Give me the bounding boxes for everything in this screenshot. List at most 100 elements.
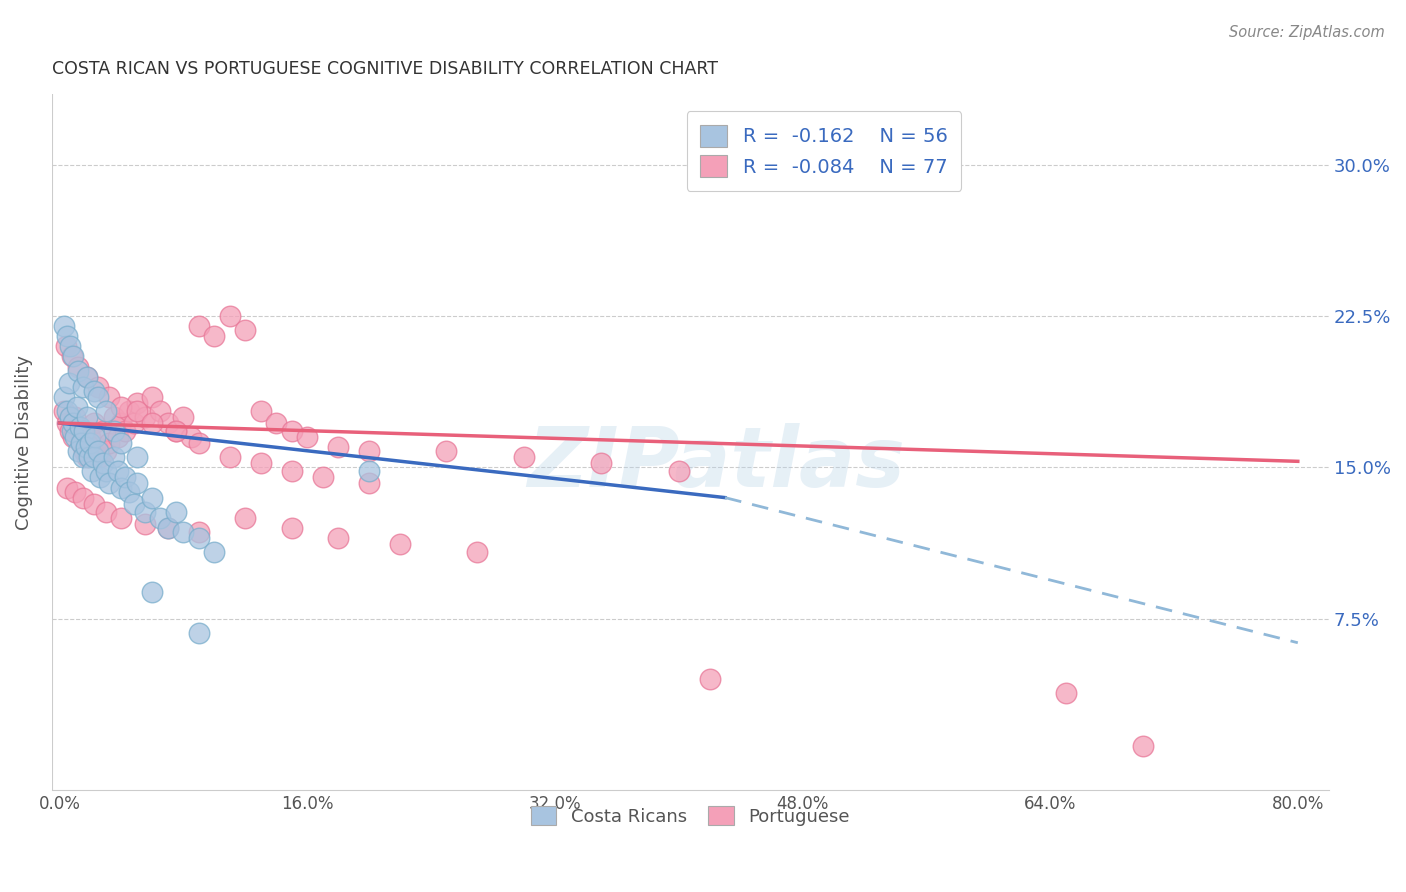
Point (118, 404, 141, 418)
Point (69, 420, 91, 434)
Point (76, 369, 98, 384)
Point (103, 409, 125, 424)
Point (202, 545, 225, 559)
Point (53, 390, 76, 404)
Point (56, 416, 79, 430)
Point (172, 524, 194, 539)
Point (134, 505, 156, 519)
Text: ZIPatlas: ZIPatlas (527, 423, 904, 504)
Legend: Costa Ricans, Portuguese: Costa Ricans, Portuguese (523, 799, 856, 833)
Point (83, 497, 105, 511)
Point (591, 456, 613, 470)
Point (280, 464, 302, 478)
Point (295, 430, 318, 444)
Point (56, 481, 79, 495)
Point (58, 376, 80, 390)
Point (125, 404, 148, 418)
Point (98, 476, 121, 491)
Point (76, 409, 98, 424)
Point (125, 476, 148, 491)
Point (249, 404, 271, 418)
Point (59, 339, 82, 353)
Point (218, 450, 240, 465)
Point (125, 450, 148, 465)
Point (60, 350, 83, 364)
Point (311, 470, 333, 484)
Point (110, 481, 132, 495)
Point (114, 470, 136, 484)
Point (149, 510, 172, 524)
Point (98, 390, 121, 404)
Point (114, 424, 136, 438)
Point (699, 672, 721, 686)
Point (187, 625, 209, 640)
Point (187, 524, 209, 539)
Point (83, 450, 105, 465)
Point (1054, 686, 1077, 700)
Point (76, 369, 98, 384)
Point (134, 516, 156, 531)
Point (56, 329, 79, 343)
Point (149, 404, 172, 418)
Point (98, 436, 121, 450)
Point (467, 545, 489, 559)
Point (125, 396, 148, 410)
Point (91, 424, 114, 438)
Point (86, 440, 108, 454)
Point (94, 404, 117, 418)
Point (62, 430, 84, 444)
Point (187, 319, 209, 334)
Point (62, 350, 84, 364)
Point (67, 363, 90, 377)
Point (122, 497, 145, 511)
Point (59, 424, 82, 438)
Point (280, 521, 302, 535)
Point (389, 537, 412, 551)
Point (73, 424, 96, 438)
Point (202, 329, 225, 343)
Point (87, 380, 110, 394)
Point (110, 510, 132, 524)
Point (84, 430, 107, 444)
Y-axis label: Cognitive Disability: Cognitive Disability (15, 355, 32, 530)
Point (89, 450, 111, 465)
Point (94, 505, 117, 519)
Point (67, 420, 90, 434)
Point (141, 390, 163, 404)
Point (70, 436, 93, 450)
Point (73, 444, 96, 458)
Point (77, 450, 100, 465)
Point (67, 444, 90, 458)
Point (110, 436, 132, 450)
Point (134, 409, 156, 424)
Point (89, 470, 111, 484)
Point (103, 450, 125, 465)
Point (76, 450, 98, 465)
Point (83, 416, 105, 430)
Point (94, 444, 117, 458)
Point (122, 416, 145, 430)
Point (165, 505, 187, 519)
Point (87, 444, 110, 458)
Point (118, 484, 141, 499)
Point (63, 409, 86, 424)
Point (70, 436, 93, 450)
Point (156, 521, 179, 535)
Point (72, 380, 94, 394)
Point (233, 323, 256, 337)
Point (110, 416, 132, 430)
Point (60, 424, 83, 438)
Point (326, 440, 349, 454)
Point (59, 409, 82, 424)
Point (83, 384, 105, 398)
Point (156, 521, 179, 535)
Point (513, 450, 536, 465)
Point (75, 440, 97, 454)
Point (62, 416, 84, 430)
Point (107, 430, 129, 444)
Point (67, 359, 90, 374)
Point (165, 424, 187, 438)
Point (187, 436, 209, 450)
Point (165, 424, 187, 438)
Point (107, 464, 129, 478)
